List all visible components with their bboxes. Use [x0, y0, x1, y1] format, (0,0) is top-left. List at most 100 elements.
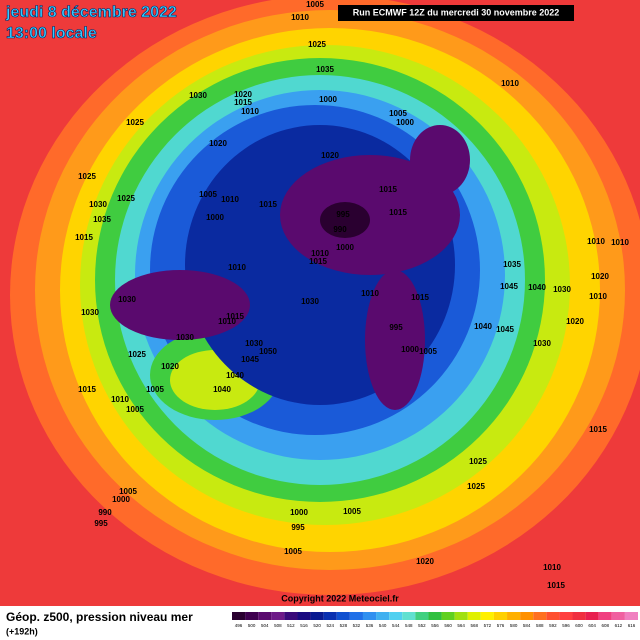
isobar-label: 1005	[306, 0, 324, 9]
colorbar-swatch	[415, 612, 429, 620]
isobar-label: 1010	[291, 13, 309, 22]
colorbar-swatch	[428, 612, 442, 620]
isobar-label: 1010	[241, 107, 259, 116]
colorbar-swatch	[271, 612, 285, 620]
colorbar-label: 612	[615, 623, 623, 628]
colorbar-label: 504	[261, 623, 269, 628]
isobar-label: 1010	[218, 317, 236, 326]
isobar-label: 995	[94, 519, 108, 528]
local-time: 13:00 locale	[6, 25, 97, 42]
isobar-label: 1015	[234, 98, 252, 107]
isobar-label: 1035	[316, 65, 334, 74]
isobar-label: 1010	[311, 249, 329, 258]
isobar-label: 1015	[589, 425, 607, 434]
isobar-label: 1015	[411, 293, 429, 302]
colorbar-label: 568	[471, 623, 479, 628]
isobar-label: 1010	[111, 395, 129, 404]
isobar-label: 1035	[93, 215, 111, 224]
colorbar-label: 512	[287, 623, 295, 628]
isobar-label: 1045	[496, 325, 514, 334]
isobar-label: 995	[291, 523, 305, 532]
colorbar-label: 520	[313, 623, 321, 628]
colorbar-label: 548	[405, 623, 413, 628]
colorbar-label: 596	[562, 623, 570, 628]
isobar-label: 1005	[389, 109, 407, 118]
isobar-label: 1005	[126, 405, 144, 414]
isobar-label: 1015	[75, 233, 93, 242]
colorbar-swatch	[441, 612, 455, 620]
colorbar-swatch	[467, 612, 481, 620]
isobar-label: 1020	[416, 557, 434, 566]
isobar-label: 1020	[234, 90, 252, 99]
isobar-label: 1020	[566, 317, 584, 326]
isobar-label: 1025	[128, 350, 146, 359]
colorbar-label: 604	[588, 623, 596, 628]
isobar-label: 1000	[290, 508, 308, 517]
colorbar-label: 508	[274, 623, 282, 628]
colorbar-label: 608	[602, 623, 610, 628]
isobar-label: 1020	[591, 272, 609, 281]
colorbar-swatch	[559, 612, 573, 620]
isobar-label: 1005	[119, 487, 137, 496]
isobar-label: 1010	[611, 238, 629, 247]
isobar-label: 1010	[228, 263, 246, 272]
isobar-label: 1025	[126, 118, 144, 127]
colorbar-label: 516	[300, 623, 308, 628]
colorbar-label: 524	[326, 623, 334, 628]
colorbar-label: 576	[497, 623, 505, 628]
isobar-label: 1020	[321, 151, 339, 160]
isobar-label: 1040	[226, 371, 244, 380]
isobar-label: 995	[389, 323, 403, 332]
isobar-label: 990	[333, 225, 347, 234]
colorbar-label: 580	[510, 623, 518, 628]
colorbar-label: 528	[340, 623, 348, 628]
colorbar-swatch	[402, 612, 416, 620]
date: jeudi 8 décembre 2022	[5, 4, 177, 21]
isobar-label: 1005	[199, 190, 217, 199]
colorbar-label: 616	[628, 623, 636, 628]
isobar-label: 1015	[547, 581, 565, 590]
colorbar-label: 556	[431, 623, 439, 628]
isobar-label: 1015	[379, 185, 397, 194]
run-box	[338, 5, 574, 21]
colorbar-swatch	[349, 612, 363, 620]
colorbar-swatch	[546, 612, 560, 620]
isobar-label: 1005	[419, 347, 437, 356]
footer	[0, 606, 640, 640]
isobar-label: 1000	[319, 95, 337, 104]
colorbar-label: 540	[379, 623, 387, 628]
colorbar-label: 572	[484, 623, 492, 628]
isobar-label: 1000	[396, 118, 414, 127]
copyright: Copyright 2022 Meteociel.fr	[281, 593, 399, 603]
isobar-label: 1040	[474, 322, 492, 331]
isobar-label: 1030	[553, 285, 571, 294]
colorbar-label: 560	[444, 623, 452, 628]
isobar-label: 995	[336, 210, 350, 219]
colorbar-swatch	[493, 612, 508, 620]
z500-field	[10, 0, 640, 595]
footer-title: Géop. z500, pression niveau mer	[6, 610, 193, 624]
isobar-label: 1030	[81, 308, 99, 317]
colorbar-swatch	[362, 612, 377, 620]
colorbar-swatch	[297, 612, 311, 620]
colorbar-swatch	[624, 612, 638, 620]
colorbar-swatch	[310, 612, 324, 620]
isobar-label: 1000	[336, 243, 354, 252]
isobar-label: 1020	[161, 362, 179, 371]
colorbar-swatch	[245, 612, 259, 620]
isobar-label: 1030	[89, 200, 107, 209]
colorbar-swatch	[507, 612, 521, 620]
isobar-label: 1010	[361, 289, 379, 298]
colorbar-label: 496	[235, 623, 243, 628]
lead-time: (+192h)	[6, 626, 38, 636]
isobar-label: 1025	[117, 194, 135, 203]
colorbar-label: 588	[536, 623, 544, 628]
isobar-label: 1010	[589, 292, 607, 301]
colorbar-label: 600	[575, 623, 583, 628]
isobar-label: 990	[98, 508, 112, 517]
isobar-label: 1030	[245, 339, 263, 348]
colorbar-swatch	[323, 612, 337, 620]
isobar-label: 1045	[500, 282, 518, 291]
